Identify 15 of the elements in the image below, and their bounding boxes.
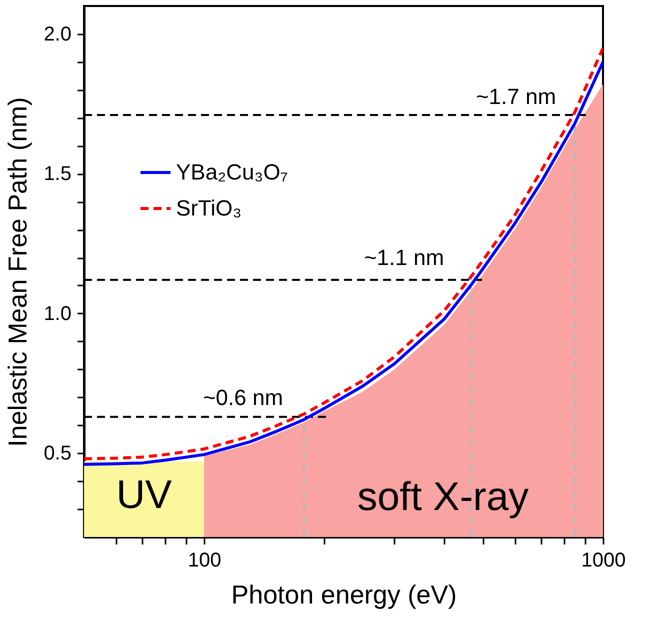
y-axis-title: Inelastic Mean Free Path (nm) [2, 97, 33, 447]
x-axis-title: Photon energy (eV) [231, 580, 457, 610]
annotation: ~1.1 nm [364, 245, 444, 270]
y-tick-label: 1.0 [44, 302, 72, 325]
x-tick-label: 1000 [581, 550, 626, 572]
annotation: soft X-ray [357, 475, 529, 519]
legend-label: SrTiO₃ [176, 196, 242, 220]
annotation: UV [116, 473, 172, 517]
annotation: ~0.6 nm [202, 385, 284, 410]
legend-label: YBa₂Cu₃O₇ [176, 160, 288, 184]
y-tick-label: 0.5 [44, 442, 72, 465]
y-tick-label: 2.0 [44, 23, 72, 46]
annotation: ~1.7 nm [476, 84, 556, 109]
y-tick-label: 1.5 [44, 163, 72, 186]
x-tick-label: 100 [188, 550, 222, 572]
